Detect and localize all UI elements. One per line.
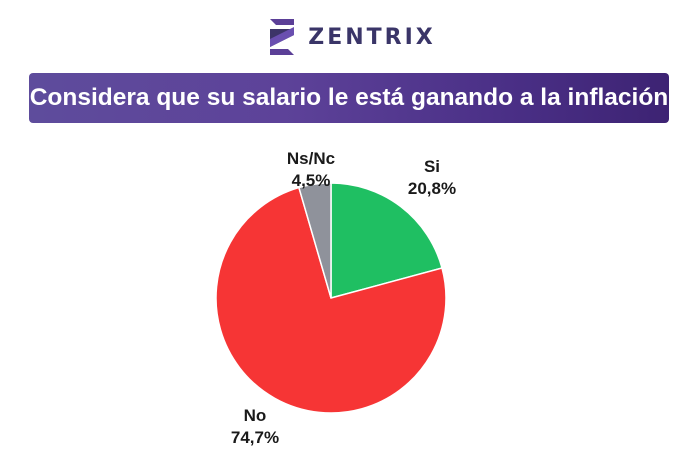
brand-header: ZENTRIX — [0, 12, 700, 62]
slice-label-no-name: No — [244, 406, 267, 425]
slice-label-no-value: 74,7% — [231, 428, 279, 447]
brand-name: ZENTRIX — [308, 24, 436, 50]
chart-title: ¿Considera que su salario le está ganand… — [14, 84, 684, 111]
chart-title-bar: ¿Considera que su salario le está ganand… — [15, 73, 683, 123]
slice-label-nsnc-value: 4,5% — [292, 171, 331, 190]
slice-label-si-value: 20,8% — [408, 179, 456, 198]
slice-label-si-name: Si — [424, 157, 440, 176]
pie-slice-nsnc — [297, 182, 332, 299]
pie-slice-no — [215, 186, 447, 414]
slice-label-nsnc-name: Ns/Nc — [287, 149, 335, 168]
pie-slice-si — [330, 182, 443, 299]
zentrix-logo-icon — [270, 19, 295, 55]
